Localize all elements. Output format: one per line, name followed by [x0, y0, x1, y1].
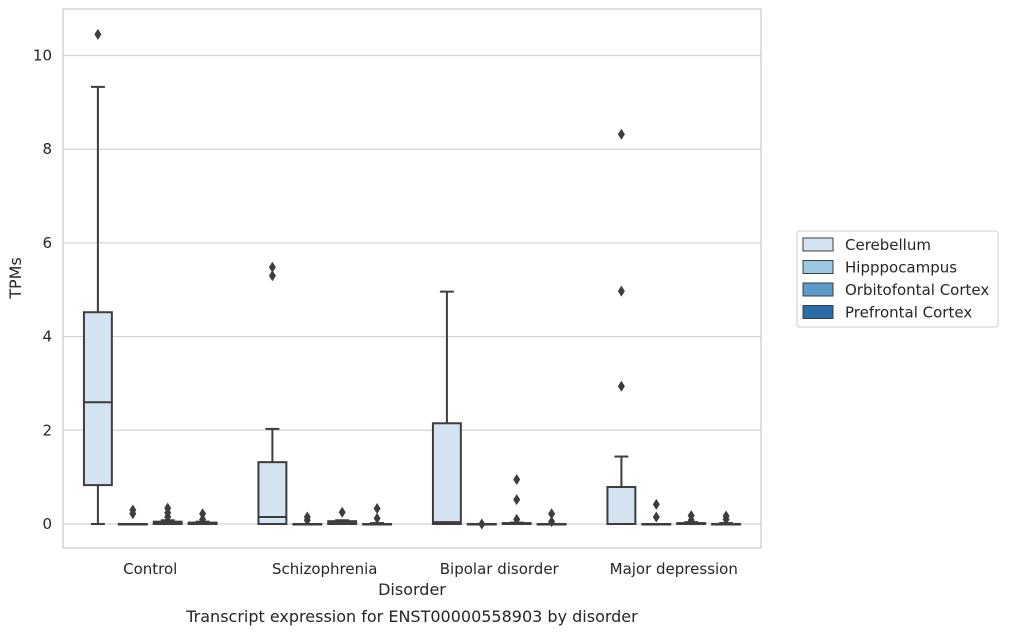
outlier-point — [617, 285, 625, 297]
outlier-point — [164, 502, 172, 514]
box-plot — [187, 508, 218, 525]
legend-swatch — [802, 237, 834, 252]
legend-label: Hipppocampus — [845, 259, 957, 277]
box-plot — [152, 502, 183, 525]
outlier-point — [303, 511, 311, 523]
legend-label: Cerebellum — [845, 236, 931, 254]
outlier-point — [199, 508, 207, 520]
chart-caption: Transcript expression for ENST0000055890… — [185, 607, 638, 626]
legend: Cerebellum Hipppocampus Orbitofontal Corte… — [796, 230, 999, 328]
outlier-point — [548, 508, 556, 520]
x-tick-label: Major depression — [610, 560, 738, 578]
outlier-point — [338, 506, 346, 518]
outlier-point — [687, 510, 695, 522]
outlier-point — [652, 511, 660, 523]
x-axis-title: Disorder — [378, 580, 446, 599]
y-tick-label: 10 — [33, 47, 52, 65]
box-body — [431, 422, 462, 525]
box-plot — [82, 28, 113, 525]
box-plot — [257, 261, 288, 525]
box-body — [82, 311, 113, 487]
legend-swatch — [802, 260, 834, 274]
outlier-point — [373, 512, 381, 524]
box-plot — [117, 504, 148, 526]
x-tick-labels: Control Schizophrenia Bipolar disorder Majo… — [123, 560, 738, 578]
outlier-point — [513, 513, 521, 525]
outlier-point — [722, 510, 730, 522]
legend-label: Orbitofontal Cortex — [845, 281, 989, 299]
box-plot — [431, 290, 462, 525]
legend-label: Prefrontal Cortex — [845, 304, 972, 322]
legend-swatch — [802, 305, 834, 319]
y-tick-label: 2 — [42, 421, 52, 439]
outlier-point — [617, 380, 625, 392]
outlier-point — [513, 473, 521, 485]
box-body — [606, 485, 637, 525]
box-plot — [466, 518, 497, 530]
outlier-point — [548, 516, 556, 528]
grid-lines — [63, 54, 761, 525]
outlier-point — [129, 504, 137, 516]
box-plot — [711, 510, 742, 526]
outlier-point — [652, 498, 660, 510]
x-tick-label: Control — [123, 560, 177, 578]
outlier-point — [373, 503, 381, 515]
box-plot — [606, 128, 637, 525]
y-tick-label: 4 — [42, 328, 52, 346]
box-plot — [292, 511, 323, 526]
outlier-point — [268, 270, 276, 282]
outlier-point — [478, 518, 486, 530]
y-axis-title: TPMs — [6, 257, 25, 300]
box-plot — [641, 498, 672, 526]
box-plot — [536, 508, 567, 528]
y-tick-label: 0 — [42, 515, 52, 533]
box-plot — [327, 506, 358, 526]
y-tick-labels: 0 2 4 6 8 10 — [33, 47, 52, 534]
box-series-layer — [82, 28, 742, 530]
box-body — [257, 461, 288, 525]
x-tick-label: Schizophrenia — [272, 560, 377, 578]
outlier-point — [94, 28, 102, 40]
outlier-point — [199, 513, 207, 525]
legend-swatch — [802, 282, 834, 297]
box-plot — [362, 503, 393, 526]
outlier-point — [617, 128, 625, 140]
x-tick-label: Bipolar disorder — [440, 560, 560, 578]
box-plot — [676, 510, 707, 526]
y-tick-label: 6 — [42, 234, 52, 252]
box-plot — [501, 473, 532, 525]
outlier-point — [513, 494, 521, 506]
y-tick-label: 8 — [42, 140, 52, 158]
legend-frame — [796, 230, 999, 328]
outlier-point — [268, 261, 276, 273]
plot-area-frame — [62, 8, 762, 549]
